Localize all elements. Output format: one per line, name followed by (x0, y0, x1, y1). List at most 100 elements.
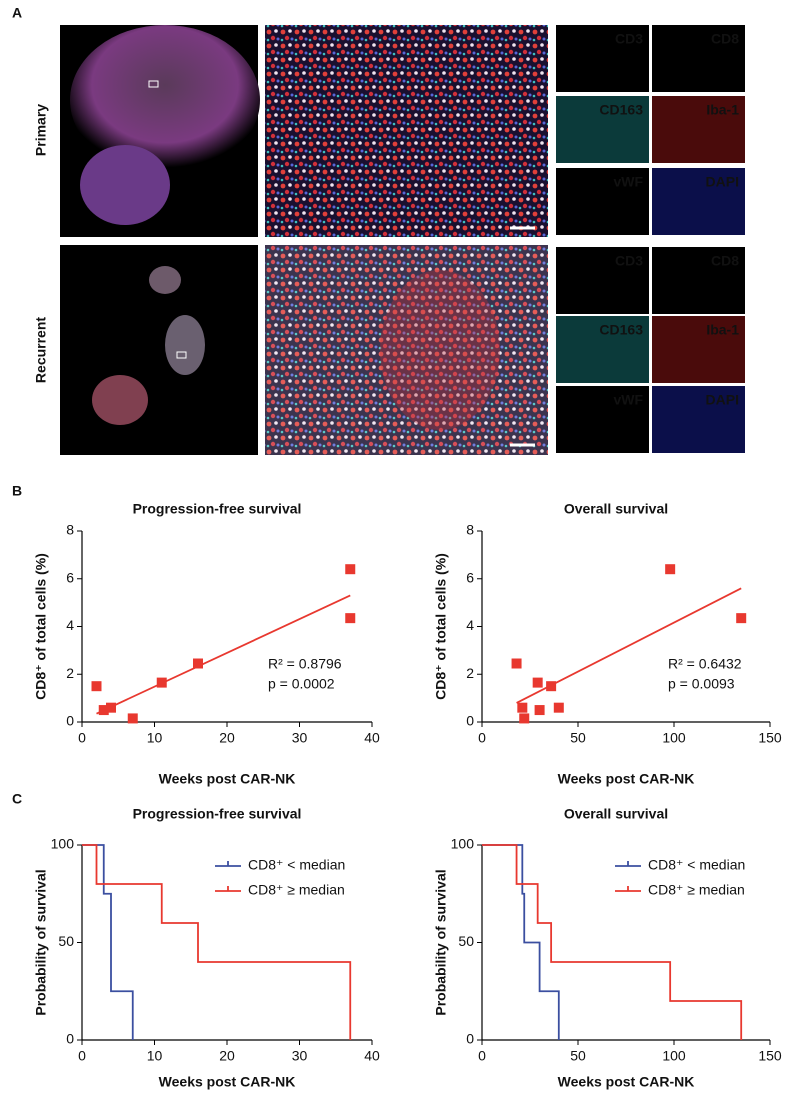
y-tick-label: 50 (58, 933, 74, 949)
x-axis-label: Weeks post CAR-NK (159, 1074, 296, 1090)
annotation: R² = 0.6432 (668, 656, 742, 672)
y-tick-label: 6 (66, 569, 74, 585)
channel-tile (556, 316, 649, 383)
point (511, 658, 522, 669)
y-tick-label: 2 (466, 665, 474, 681)
y-axis-label: CD8⁺ of total cells (%) (33, 553, 49, 700)
row-label: Primary (33, 104, 49, 156)
row-label: Recurrent (33, 317, 49, 383)
point (546, 681, 557, 692)
x-tick-label: 40 (364, 730, 380, 746)
point (193, 658, 203, 669)
y-tick-label: 0 (466, 1031, 474, 1047)
chart-title: Progression-free survival (133, 501, 302, 517)
y-tick-label: 4 (466, 617, 474, 633)
point (345, 564, 356, 575)
survival-curve (482, 844, 743, 1040)
point (519, 713, 530, 724)
annotation: p = 0.0002 (268, 676, 335, 692)
micro-images (60, 25, 548, 455)
x-tick-label: 20 (219, 1048, 235, 1064)
fit-line (96, 594, 351, 715)
x-tick-label: 10 (147, 730, 163, 746)
channel-label: DAPI (706, 174, 739, 190)
channel-label: vWF (613, 392, 643, 408)
point (91, 681, 102, 692)
y-tick-label: 100 (51, 836, 75, 852)
x-tick-label: 20 (219, 730, 235, 746)
y-axis-label: CD8⁺ of total cells (%) (433, 553, 449, 700)
x-tick-label: 30 (292, 730, 308, 746)
panel-label: C (12, 791, 22, 807)
y-tick-label: 8 (66, 522, 74, 538)
panel-label: A (12, 5, 22, 21)
x-axis-label: Weeks post CAR-NK (159, 771, 296, 787)
x-axis-label: Weeks post CAR-NK (558, 1074, 695, 1090)
panel-label: B (12, 483, 22, 499)
y-axis-label: Probability of survival (33, 869, 49, 1015)
channel-tile (556, 96, 649, 163)
channel-label: CD163 (599, 102, 643, 118)
legend-label: CD8⁺ < median (248, 857, 345, 873)
y-tick-label: 0 (466, 713, 474, 729)
y-tick-label: 50 (458, 933, 474, 949)
chart: Progression-free survival Weeks post CAR-… (33, 501, 380, 787)
annotation: p = 0.0093 (668, 676, 735, 692)
point (98, 705, 109, 716)
y-axis-label: Probability of survival (433, 869, 449, 1015)
y-tick-label: 0 (66, 1031, 74, 1047)
x-tick-label: 50 (570, 1048, 586, 1064)
y-tick-label: 6 (466, 569, 474, 585)
point (127, 713, 138, 724)
chart-title: Progression-free survival (133, 806, 302, 822)
point (534, 705, 545, 716)
point (106, 702, 116, 713)
point (517, 702, 528, 713)
x-tick-label: 0 (478, 1048, 486, 1064)
channel-label: Iba-1 (706, 102, 739, 118)
channel-tile (556, 168, 649, 235)
chart-title: Overall survival (564, 501, 668, 517)
channel-label: CD3 (615, 253, 643, 269)
y-tick-label: 4 (66, 617, 74, 633)
channel-tile (652, 96, 745, 163)
channel-label: CD163 (599, 322, 643, 338)
x-tick-label: 0 (78, 1048, 86, 1064)
point (665, 564, 676, 575)
chart-title: Overall survival (564, 806, 668, 822)
channel-tile (556, 247, 649, 314)
x-tick-label: 10 (147, 1048, 163, 1064)
point (532, 677, 543, 688)
x-axis-label: Weeks post CAR-NK (558, 771, 695, 787)
legend-label: CD8⁺ ≥ median (648, 882, 745, 898)
point (553, 702, 564, 713)
channel-tile (652, 247, 745, 314)
legend-label: CD8⁺ ≥ median (248, 882, 345, 898)
channel-label: vWF (613, 174, 643, 190)
x-tick-label: 40 (364, 1048, 380, 1064)
x-tick-label: 0 (478, 730, 486, 746)
y-tick-label: 2 (66, 665, 74, 681)
channel-tile (556, 386, 649, 453)
channel-label: CD8 (711, 31, 739, 47)
channel-tile (652, 316, 745, 383)
legend-label: CD8⁺ < median (648, 857, 745, 873)
point (345, 613, 356, 624)
x-tick-label: 100 (662, 1048, 686, 1064)
survival-curve (482, 844, 560, 1040)
channel-tile (556, 25, 649, 92)
survival-curve (82, 844, 134, 1040)
x-tick-label: 50 (570, 730, 586, 746)
point (736, 613, 747, 624)
channel-label: DAPI (706, 392, 739, 408)
survival-curve (82, 844, 352, 1040)
annotation: R² = 0.8796 (268, 656, 342, 672)
channel-tile (652, 25, 745, 92)
y-tick-label: 0 (66, 713, 74, 729)
x-tick-label: 100 (662, 730, 686, 746)
x-tick-label: 30 (292, 1048, 308, 1064)
channel-label: CD3 (615, 31, 643, 47)
chart: Overall survival Weeks post CAR-NK CD8⁺ of… (433, 501, 782, 787)
